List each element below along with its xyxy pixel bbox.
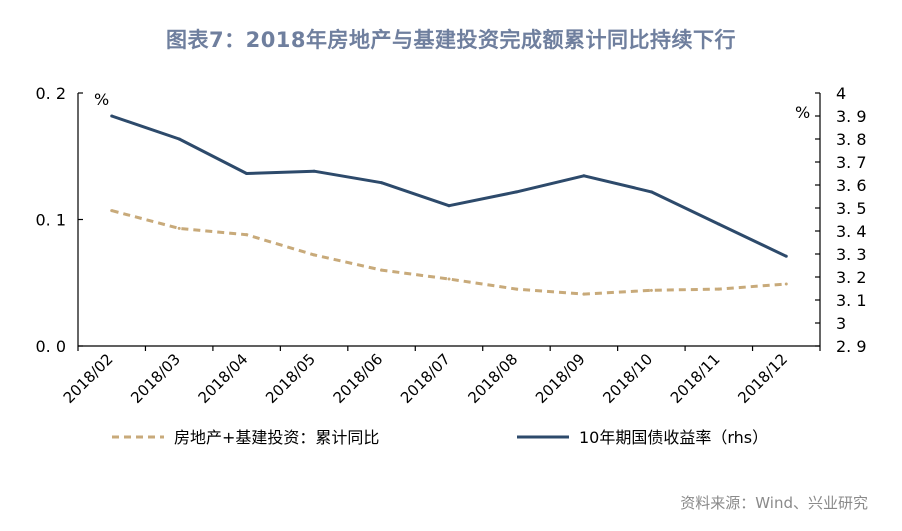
- right-tick-label: 3. 3: [836, 245, 867, 264]
- left-tick-label: 0. 1: [35, 211, 66, 230]
- right-tick-label: 3. 2: [836, 268, 867, 287]
- data-point: [447, 277, 451, 281]
- right-tick-label: 3. 4: [836, 222, 867, 241]
- x-tick-label: 2018/10: [599, 350, 656, 407]
- right-tick-label: 3: [836, 314, 846, 333]
- x-tick-label: 2018/04: [195, 350, 252, 407]
- x-tick-label: 2018/06: [330, 350, 387, 407]
- x-tick-label: 2018/12: [734, 350, 791, 407]
- data-point: [312, 169, 316, 173]
- series-line-1: [111, 209, 787, 296]
- right-tick-label: 3. 7: [836, 153, 867, 172]
- source-note: 资料来源：Wind、兴业研究: [680, 494, 868, 512]
- data-point: [582, 292, 586, 296]
- data-point: [717, 222, 721, 226]
- x-tick-label: 2018/03: [127, 350, 184, 407]
- data-point: [110, 209, 114, 213]
- data-point: [245, 233, 249, 237]
- legend: 房地产+基建投资：累计同比 10年期国债收益率（rhs）: [112, 428, 768, 447]
- data-point: [784, 282, 788, 286]
- data-point: [784, 254, 788, 258]
- left-axis-unit: %: [94, 90, 109, 109]
- x-tick-label: 2018/09: [532, 350, 589, 407]
- legend-label-1: 房地产+基建投资：累计同比: [174, 428, 379, 447]
- left-tick-label: 0. 2: [35, 84, 66, 103]
- data-point: [649, 190, 653, 194]
- x-tick-label: 2018/08: [464, 350, 521, 407]
- data-point: [177, 137, 181, 141]
- series-line-2: [111, 114, 787, 258]
- data-point: [447, 204, 451, 208]
- x-tick-label: 2018/02: [60, 350, 117, 407]
- chart-title: 图表7：2018年房地产与基建投资完成额累计同比持续下行: [165, 28, 737, 52]
- data-point: [312, 253, 316, 257]
- right-tick-label: 2. 9: [836, 337, 867, 356]
- right-axis-unit: %: [795, 103, 810, 122]
- right-tick-label: 3. 1: [836, 291, 867, 310]
- data-point: [110, 114, 114, 118]
- right-tick-label: 3. 5: [836, 199, 867, 218]
- data-point: [514, 190, 518, 194]
- right-tick-label: 3. 6: [836, 176, 867, 195]
- data-point: [177, 226, 181, 230]
- data-point: [582, 174, 586, 178]
- data-point: [717, 287, 721, 291]
- series-layer: [110, 114, 788, 296]
- legend-label-2: 10年期国债收益率（rhs）: [579, 428, 768, 447]
- left-tick-label: 0. 0: [35, 337, 66, 356]
- data-point: [380, 268, 384, 272]
- right-tick-label: 3. 9: [836, 107, 867, 126]
- data-point: [649, 288, 653, 292]
- data-point: [380, 181, 384, 185]
- data-point: [514, 287, 518, 291]
- x-tick-label: 2018/11: [667, 350, 724, 407]
- data-point: [245, 172, 249, 175]
- x-tick-label: 2018/05: [262, 350, 319, 407]
- x-tick-label: 2018/07: [397, 350, 454, 407]
- right-tick-label: 4: [836, 84, 846, 103]
- right-tick-label: 3. 8: [836, 130, 867, 149]
